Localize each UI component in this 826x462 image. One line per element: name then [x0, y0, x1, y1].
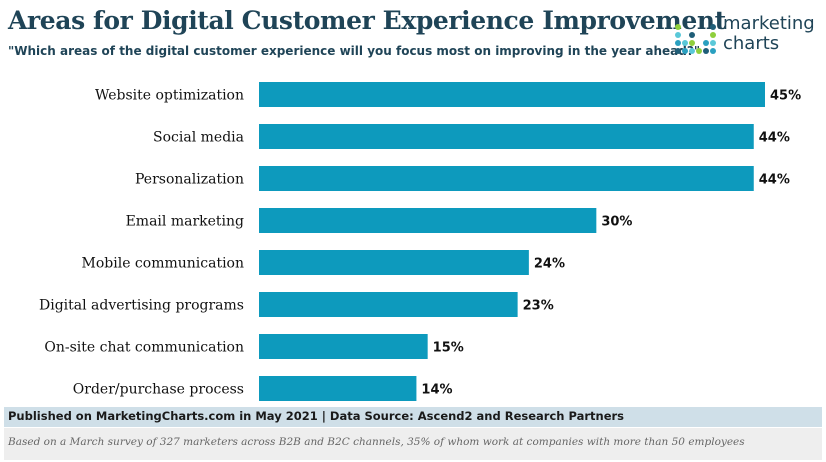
logo-dot: [675, 40, 681, 46]
source-text: Published on MarketingCharts.com in May …: [8, 409, 625, 423]
logo-dot: [675, 48, 681, 54]
source-bar: Published on MarketingCharts.com in May …: [4, 407, 822, 427]
category-label: Mobile communication: [82, 256, 244, 272]
value-label: 24%: [534, 257, 565, 272]
category-label: Email marketing: [126, 214, 244, 230]
bar-chart: Website optimization 45% Social media 44% Pe…: [39, 82, 801, 401]
logo-dot: [696, 48, 702, 54]
methodology-note: Based on a March survey of 327 marketers…: [8, 436, 745, 448]
logo-line-1: marketing: [723, 13, 815, 34]
bar: [259, 166, 754, 191]
logo-text: marketing charts: [723, 14, 815, 54]
category-label: Personalization: [135, 172, 244, 188]
logo-dot: [710, 48, 716, 54]
category-label: Order/purchase process: [73, 382, 244, 398]
category-label: On-site chat communication: [44, 340, 244, 356]
logo-dot: [689, 40, 695, 46]
bar: [259, 376, 417, 401]
value-label: 23%: [523, 299, 554, 314]
bar: [259, 124, 754, 149]
value-label: 14%: [421, 383, 452, 398]
value-label: 30%: [601, 215, 632, 230]
logo-dot: [710, 40, 716, 46]
logo-dot: [689, 32, 695, 38]
category-label: Digital advertising programs: [39, 298, 244, 314]
bar: [259, 208, 597, 233]
bar: [259, 334, 428, 359]
logo-dot: [689, 48, 695, 54]
chart-subtitle: "Which areas of the digital customer exp…: [8, 44, 701, 58]
logo-dot: [682, 40, 688, 46]
logo-dot: [675, 32, 681, 38]
logo-dot: [703, 40, 709, 46]
value-label: 44%: [759, 173, 790, 188]
value-label: 45%: [770, 89, 801, 104]
marketingcharts-logo: marketing charts: [674, 14, 819, 58]
value-label: 44%: [759, 131, 790, 146]
bar: [259, 82, 765, 107]
bar: [259, 292, 518, 317]
category-label: Social media: [153, 130, 244, 146]
logo-dot: [710, 32, 716, 38]
bar: [259, 250, 529, 275]
chart-title: Areas for Digital Customer Experience Im…: [8, 6, 726, 35]
logo-line-2: charts: [723, 33, 780, 54]
value-label: 15%: [433, 341, 464, 356]
logo-dot: [682, 48, 688, 54]
methodology-note-bar: Based on a March survey of 327 marketers…: [4, 428, 822, 460]
category-label: Website optimization: [95, 88, 244, 104]
logo-dot: [710, 24, 716, 30]
logo-dot: [703, 48, 709, 54]
logo-dot: [675, 24, 681, 30]
logo-dots-icon: [675, 24, 716, 54]
